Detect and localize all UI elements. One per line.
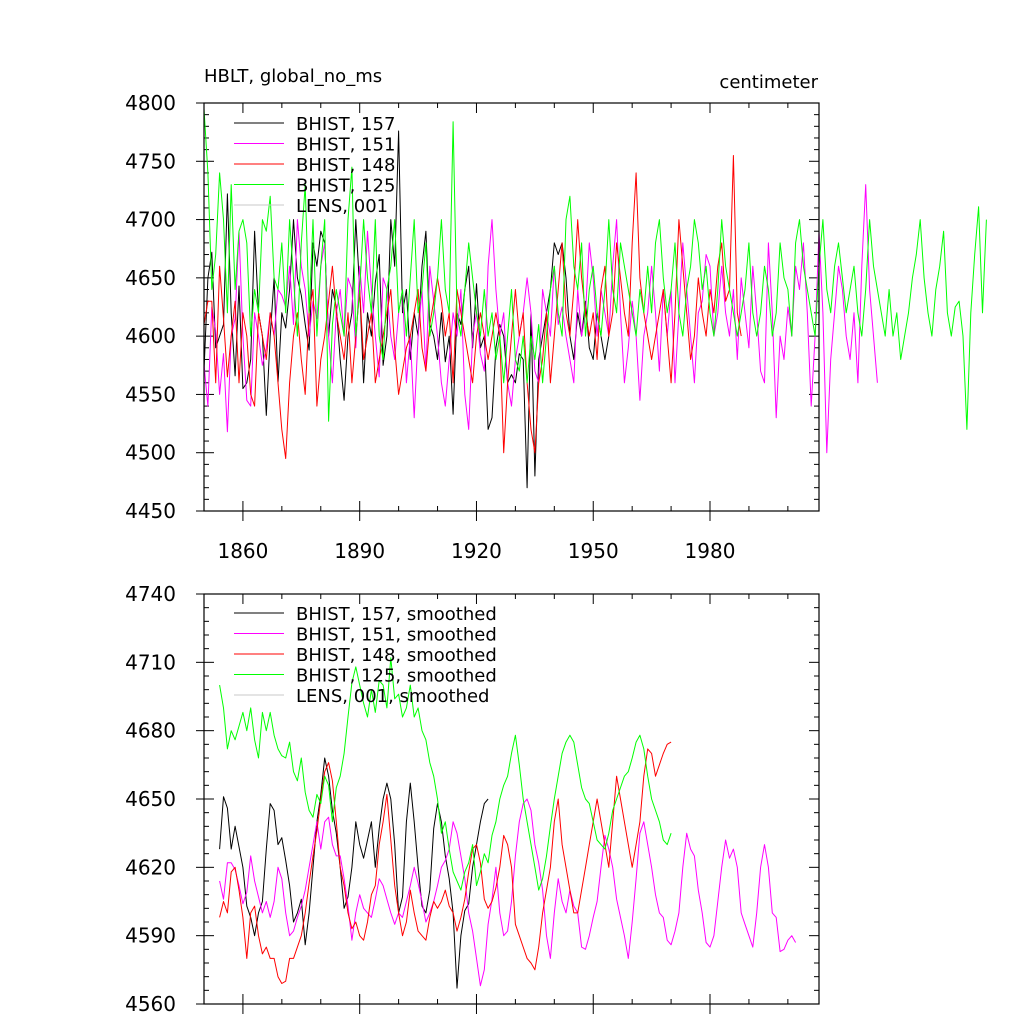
legend-label: BHIST, 157, smoothed bbox=[296, 604, 497, 625]
x-tick-label: 1890 bbox=[334, 539, 385, 563]
x-tick-label: 1980 bbox=[685, 539, 736, 563]
y-tick-label: 4590 bbox=[125, 924, 176, 948]
legend-label: BHIST, 148 bbox=[296, 155, 395, 176]
chart-title: HBLT, global_no_ms bbox=[204, 66, 382, 87]
series-line bbox=[219, 657, 672, 891]
legend-label: BHIST, 125, smoothed bbox=[296, 666, 497, 687]
axis-ticks: 4450 4500 4550 4600 4650 4700 4750 4800 1860 1890… bbox=[125, 91, 819, 563]
legend-label: LENS, 001, smoothed bbox=[296, 686, 489, 707]
y-tick-label: 4800 bbox=[125, 91, 176, 115]
series-group bbox=[219, 657, 797, 989]
series-line bbox=[219, 741, 672, 984]
y-tick-label: 4650 bbox=[125, 787, 176, 811]
y-tick-label: 4740 bbox=[125, 582, 176, 606]
y-tick-label: 4500 bbox=[125, 441, 176, 465]
units-label: centimeter bbox=[719, 72, 818, 93]
x-tick-label: 1950 bbox=[568, 539, 619, 563]
panel-smoothed: 4560 4590 4620 4650 4680 4710 4740 BHIST, 157,… bbox=[125, 582, 820, 1016]
series-line bbox=[219, 798, 797, 987]
plot-frame bbox=[203, 593, 820, 1005]
legend-label: BHIST, 157 bbox=[296, 114, 395, 135]
series-line bbox=[203, 184, 878, 454]
series-line bbox=[203, 108, 987, 430]
y-tick-label: 4560 bbox=[125, 992, 176, 1016]
panel-raw: HBLT, global_no_ms centimeter 4450 4500 45… bbox=[125, 66, 987, 563]
legend-label: BHIST, 151 bbox=[296, 135, 395, 156]
axis-ticks: 4560 4590 4620 4650 4680 4710 4740 bbox=[125, 582, 819, 1016]
x-tick-label: 1860 bbox=[217, 539, 268, 563]
y-tick-label: 4710 bbox=[125, 650, 176, 674]
series-line bbox=[203, 155, 742, 459]
y-tick-label: 4620 bbox=[125, 855, 176, 879]
x-tick-label: 1920 bbox=[451, 539, 502, 563]
legend-label: BHIST, 125 bbox=[296, 176, 395, 197]
legend-label: LENS, 001 bbox=[296, 196, 388, 217]
y-tick-label: 4750 bbox=[125, 149, 176, 173]
legend-label: BHIST, 148, smoothed bbox=[296, 645, 497, 666]
y-tick-label: 4550 bbox=[125, 382, 176, 406]
series-group bbox=[203, 108, 987, 489]
series-line bbox=[203, 130, 610, 489]
plot-frame bbox=[203, 102, 820, 512]
series-line bbox=[219, 757, 489, 989]
y-tick-label: 4600 bbox=[125, 324, 176, 348]
y-tick-label: 4700 bbox=[125, 208, 176, 232]
y-tick-label: 4680 bbox=[125, 719, 176, 743]
y-tick-label: 4650 bbox=[125, 266, 176, 290]
legend-label: BHIST, 151, smoothed bbox=[296, 625, 497, 646]
y-tick-label: 4450 bbox=[125, 499, 176, 523]
